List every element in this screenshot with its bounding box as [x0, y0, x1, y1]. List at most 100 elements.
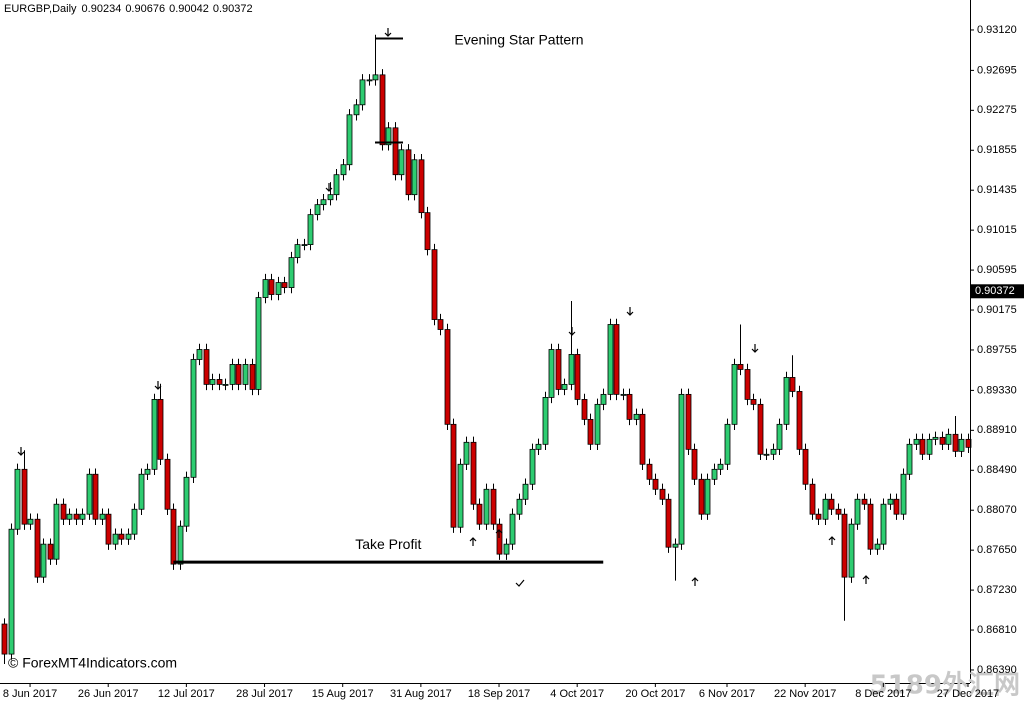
take-profit-label: Take Profit [355, 536, 421, 552]
symbol: EURGBP,Daily [4, 3, 77, 15]
x-tick-label: 8 Jun 2017 [3, 688, 57, 700]
candle-body [209, 379, 216, 385]
candle-body [854, 498, 861, 525]
candle-body [822, 498, 829, 520]
candle-body [222, 383, 229, 386]
candle-body [542, 397, 549, 445]
candle-body [340, 164, 347, 176]
candle-body [633, 413, 640, 420]
candle-body [288, 257, 295, 288]
candle-body [932, 436, 939, 440]
candle-body [437, 319, 444, 330]
candle-body [503, 543, 510, 555]
candle-body [607, 324, 614, 395]
candle-body [86, 473, 93, 515]
candle-body [216, 379, 223, 385]
candle-body [34, 518, 41, 578]
candle-body [27, 518, 34, 525]
header-high: 0.90676 [125, 3, 165, 15]
candle-body [125, 533, 132, 540]
candle-body [431, 249, 438, 320]
candle-body [47, 543, 54, 560]
down-arrow [751, 344, 759, 353]
x-tick-label: 26 Jun 2017 [78, 688, 139, 700]
candle-body [138, 473, 145, 510]
candle-body [118, 533, 125, 540]
candle-body [268, 279, 275, 295]
candle-body [776, 423, 783, 450]
y-tick-label: 0.87650 [977, 544, 1017, 556]
y-tick-label: 0.88490 [977, 464, 1017, 476]
candle-body [249, 364, 256, 390]
candle-body [398, 149, 405, 176]
candle-body [470, 441, 477, 505]
candle-body [906, 443, 913, 475]
y-tick-label: 0.87230 [977, 584, 1017, 596]
down-arrow [384, 28, 392, 37]
pattern-annotation: Evening Star Pattern [454, 32, 583, 48]
candle-body [450, 423, 457, 528]
candle-body [509, 513, 516, 545]
header-open: 0.90234 [82, 3, 122, 15]
candle-body [411, 159, 418, 196]
candle-body [958, 438, 965, 452]
candle-body [698, 478, 705, 515]
candle-body [476, 503, 483, 525]
candle-body [314, 204, 321, 216]
candle-body [828, 498, 835, 510]
candle-body [21, 468, 28, 525]
y-tick-label: 0.89755 [977, 344, 1017, 356]
down-arrow [17, 447, 25, 456]
candle-body [385, 127, 392, 146]
candle-body [372, 74, 379, 81]
candle-body [346, 114, 353, 166]
header-low: 0.90042 [169, 3, 209, 15]
candle-body [809, 483, 816, 515]
candle-body [281, 282, 288, 288]
y-tick-label: 0.86810 [977, 624, 1017, 636]
candle-body [568, 354, 575, 385]
candle-body [366, 79, 373, 82]
candle-body [945, 433, 952, 445]
candle-body [444, 329, 451, 425]
candle-body [496, 523, 503, 555]
candle-body [704, 478, 711, 515]
candle-body [737, 364, 744, 370]
candle-body [952, 433, 959, 452]
chart-header: EURGBP,Daily 0.90234 0.90676 0.90042 0.90372 [4, 3, 253, 15]
candle-body [731, 364, 738, 425]
up-arrow [469, 537, 477, 546]
candle-body [861, 498, 868, 505]
candle-body [659, 488, 666, 500]
candle-body [151, 399, 158, 470]
y-tick-label: 0.89330 [977, 384, 1017, 396]
candle-body [275, 282, 282, 295]
candle-body [105, 513, 112, 545]
candle-body [529, 448, 536, 485]
fractal-arrows [17, 28, 870, 587]
candle-body [561, 383, 568, 390]
candle-body [587, 418, 594, 445]
candle-body [620, 393, 627, 396]
x-tick-label: 15 Aug 2017 [312, 688, 374, 700]
candle-body [183, 476, 190, 527]
y-tick-label: 0.86390 [977, 664, 1017, 676]
candle-body [887, 498, 894, 505]
candle-body [320, 199, 327, 206]
candle-body [92, 473, 99, 520]
candle-body [555, 349, 562, 390]
candle-body [678, 393, 685, 545]
candle-body [522, 483, 529, 500]
y-tick-label: 0.93120 [977, 24, 1017, 36]
candle-body [229, 364, 236, 385]
candle-body [164, 458, 171, 510]
candle-body [79, 513, 86, 520]
y-tick-label: 0.90595 [977, 264, 1017, 276]
x-tick-label: 6 Nov 2017 [699, 688, 755, 700]
candle-body [757, 403, 764, 455]
candle-body [548, 349, 555, 398]
down-arrow [626, 307, 634, 316]
candle-body [717, 463, 724, 470]
candle-body [613, 324, 620, 395]
